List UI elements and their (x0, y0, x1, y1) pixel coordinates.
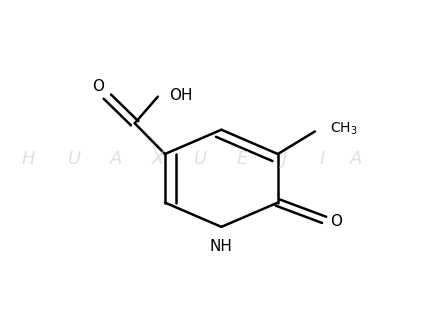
Text: I: I (320, 151, 325, 168)
Text: U: U (68, 151, 81, 168)
Text: J: J (282, 151, 287, 168)
Text: O: O (330, 214, 342, 229)
Text: E: E (237, 151, 248, 168)
Text: NH: NH (209, 239, 232, 254)
Text: OH: OH (170, 88, 193, 103)
Text: O: O (92, 79, 104, 94)
Text: CH$_3$: CH$_3$ (330, 120, 357, 137)
Text: H: H (21, 151, 35, 168)
Text: A: A (110, 151, 123, 168)
Text: U: U (194, 151, 207, 168)
Text: X: X (152, 151, 164, 168)
Text: A: A (350, 151, 362, 168)
